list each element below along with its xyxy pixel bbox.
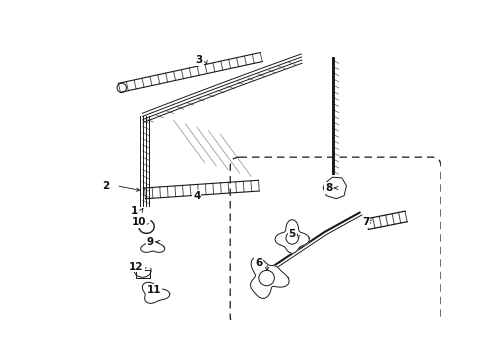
Text: 11: 11 (147, 285, 162, 294)
Text: 4: 4 (193, 191, 200, 201)
Polygon shape (250, 257, 289, 298)
Text: 2: 2 (102, 181, 110, 191)
Text: 5: 5 (289, 229, 296, 239)
Text: 6: 6 (255, 258, 263, 267)
Polygon shape (141, 241, 165, 252)
Text: 3: 3 (196, 55, 203, 65)
Text: 8: 8 (325, 183, 332, 193)
Bar (136, 270, 149, 278)
Text: 7: 7 (362, 217, 369, 227)
Text: 12: 12 (129, 261, 144, 271)
Text: 10: 10 (131, 217, 146, 227)
Polygon shape (142, 282, 170, 303)
Circle shape (286, 232, 298, 244)
Circle shape (259, 270, 274, 286)
Polygon shape (323, 177, 346, 199)
Text: 9: 9 (147, 237, 154, 247)
Polygon shape (275, 220, 309, 253)
Text: 1: 1 (131, 206, 139, 216)
